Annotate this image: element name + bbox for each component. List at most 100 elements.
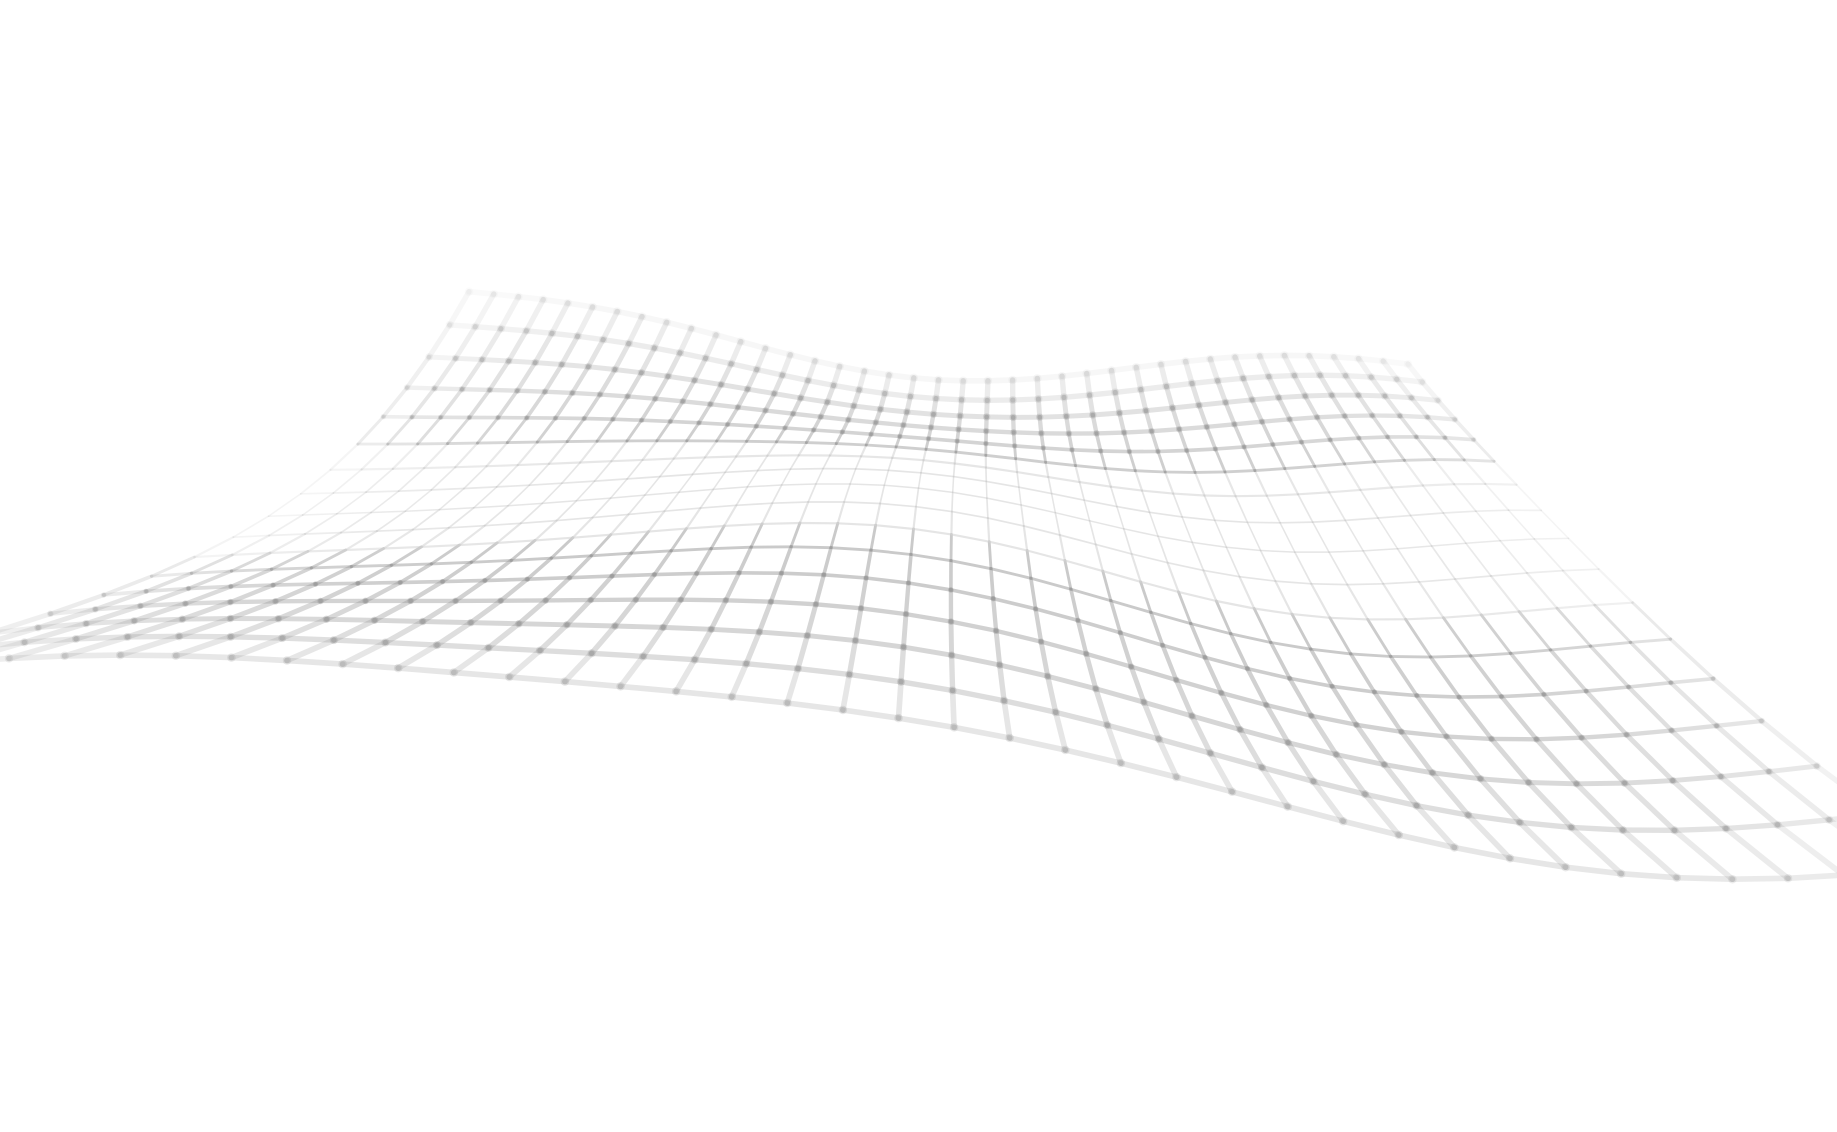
mesh-segment (1399, 729, 1449, 739)
mesh-segment (21, 636, 79, 645)
mesh-segment (83, 603, 143, 627)
mesh-segment (745, 367, 760, 392)
mesh-segment (532, 360, 565, 367)
mesh-segment (1479, 613, 1513, 655)
mesh-segment (1499, 694, 1539, 742)
mesh-segment (1573, 781, 1626, 833)
mesh-segment (735, 440, 748, 458)
mesh-segment (463, 486, 498, 490)
mesh-node (823, 398, 831, 406)
mesh-segment (659, 457, 675, 478)
mesh-node (1213, 376, 1222, 385)
mesh-node (855, 385, 864, 394)
mesh-segment (479, 326, 504, 363)
mesh-segment (1029, 576, 1073, 591)
mesh-segment (1330, 684, 1377, 694)
mesh-segment (1723, 822, 1781, 832)
mesh-segment (476, 416, 500, 445)
mesh-segment (1366, 617, 1393, 658)
mesh-nodes (4, 287, 1834, 884)
mesh-segment (356, 415, 385, 446)
mesh-segment (1405, 361, 1425, 385)
mesh-segment (854, 455, 862, 470)
mesh-segment (907, 375, 917, 400)
mesh-node (515, 620, 523, 628)
mesh-segment (668, 419, 701, 425)
mesh-node (717, 380, 725, 389)
mesh-node (1354, 391, 1363, 399)
mesh-node (897, 433, 903, 440)
mesh-node (1203, 423, 1211, 431)
mesh-segment (920, 459, 925, 474)
mesh-segment (1001, 697, 1013, 741)
mesh-segment (228, 567, 274, 589)
mesh-segment (1714, 723, 1772, 775)
mesh-node (934, 375, 943, 385)
mesh-segment (391, 442, 419, 470)
mesh-segment (1442, 613, 1483, 619)
mesh-segment (821, 545, 833, 577)
mesh-segment (912, 527, 953, 536)
mesh-segment (1443, 436, 1466, 462)
mesh-node (778, 371, 787, 380)
mesh-segment (858, 575, 869, 611)
mesh-segment (1328, 616, 1369, 621)
mesh-segment (1362, 791, 1402, 838)
mesh-node (227, 653, 236, 662)
mesh-node (954, 438, 960, 444)
mesh-node (1451, 416, 1459, 423)
mesh-segment (1044, 461, 1050, 479)
mesh-node (1505, 854, 1515, 863)
mesh-segment (1170, 402, 1202, 411)
mesh-segment (612, 597, 639, 629)
mesh-segment (1517, 819, 1574, 831)
mesh-node (584, 363, 592, 371)
mesh-segment (575, 497, 612, 502)
mesh-segment (610, 439, 629, 463)
mesh-segment (904, 393, 913, 415)
mesh-segment (1099, 449, 1107, 470)
mesh-segment (1016, 471, 1020, 489)
mesh-node (1361, 790, 1370, 799)
mesh-node (722, 597, 730, 604)
mesh-segment (692, 377, 724, 388)
mesh-node (1456, 694, 1462, 700)
mesh-segment (1382, 581, 1420, 585)
mesh-segment (299, 468, 332, 495)
mesh-segment (1075, 618, 1089, 656)
mesh-segment (1237, 726, 1265, 771)
mesh-segment (709, 524, 726, 551)
mesh-node (1442, 434, 1448, 441)
mesh-segment (1478, 776, 1532, 785)
mesh-node (701, 354, 710, 363)
mesh-segment (332, 468, 363, 494)
mesh-segment (609, 530, 650, 536)
mesh-segment (189, 553, 234, 575)
mesh-segment (1185, 449, 1197, 474)
mesh-node (338, 659, 347, 669)
mesh-segment (1453, 417, 1476, 442)
mesh-segment (984, 378, 991, 403)
mesh-segment (1166, 561, 1205, 572)
mesh-segment (1202, 655, 1224, 696)
mesh-segment (446, 416, 471, 446)
mesh-segment (1398, 729, 1435, 776)
mesh-node (1498, 693, 1505, 700)
mesh-node (850, 402, 858, 410)
mesh-segment (1191, 541, 1205, 572)
mesh-node (228, 583, 234, 590)
mesh-segment (1388, 654, 1419, 698)
mesh-segment (93, 603, 143, 612)
mesh-segment (268, 550, 309, 555)
mesh-segment (1290, 612, 1313, 651)
mesh-segment (1170, 405, 1182, 432)
mesh-segment (883, 469, 890, 487)
mesh-segment (984, 466, 1019, 474)
mesh-segment (1158, 358, 1189, 368)
mesh-node (778, 570, 785, 576)
mesh-segment (269, 549, 310, 571)
mesh-segment (562, 678, 624, 690)
mesh-segment (1052, 709, 1069, 753)
mesh-node (982, 427, 990, 435)
mesh-segment (35, 606, 98, 631)
